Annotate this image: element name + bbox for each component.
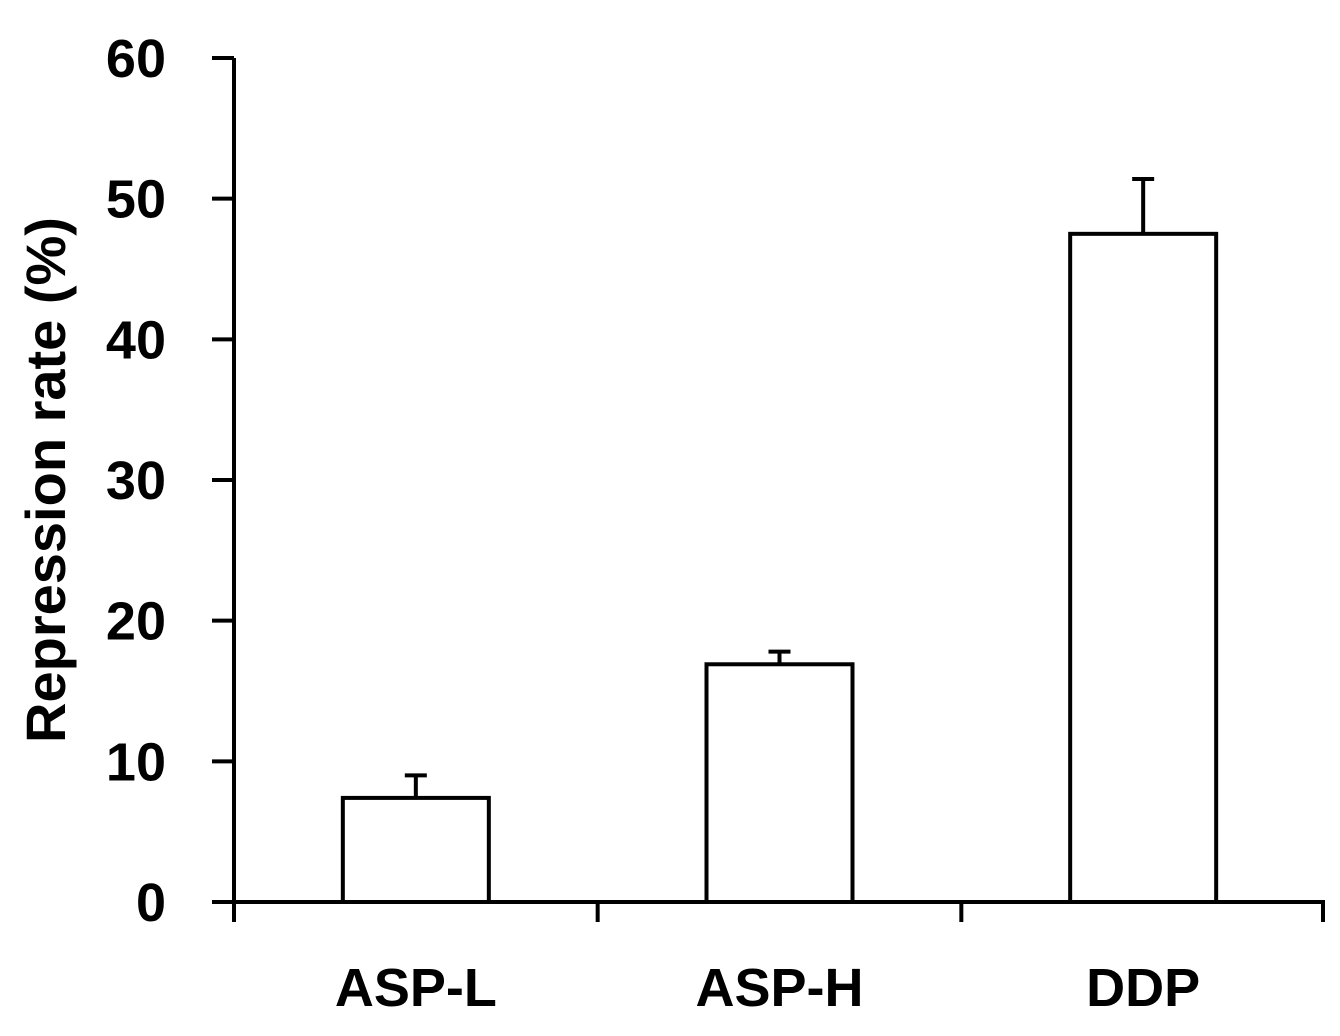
- bar-ddp: [1068, 231, 1219, 905]
- y-tick-label-40: 40: [106, 310, 166, 370]
- y-tick-label-10: 10: [106, 732, 166, 792]
- x-tick-label-asp-h: ASP-H: [695, 958, 863, 1018]
- x-tick-label-ddp: DDP: [1086, 958, 1200, 1018]
- y-tick-label-0: 0: [136, 873, 166, 933]
- y-tick-label-50: 50: [106, 170, 166, 230]
- y-tick-label-60: 60: [106, 29, 166, 89]
- y-tick-label-20: 20: [106, 592, 166, 652]
- bar-asp-h: [704, 662, 855, 904]
- labels-layer: ASP-L ASP-H DDP 0 10 20 30 40 50 60: [106, 29, 1200, 1018]
- error-bar-asp-h: [768, 649, 791, 665]
- y-axis-title: Repression rate (%): [14, 217, 77, 743]
- bars-layer: [340, 176, 1219, 905]
- bar-asp-l: [340, 795, 491, 905]
- y-tick-label-30: 30: [106, 451, 166, 511]
- x-tick-label-asp-l: ASP-L: [335, 958, 497, 1018]
- error-bar-asp-l: [404, 773, 427, 798]
- error-bar-ddp: [1132, 176, 1155, 234]
- axes-layer: [212, 56, 1325, 922]
